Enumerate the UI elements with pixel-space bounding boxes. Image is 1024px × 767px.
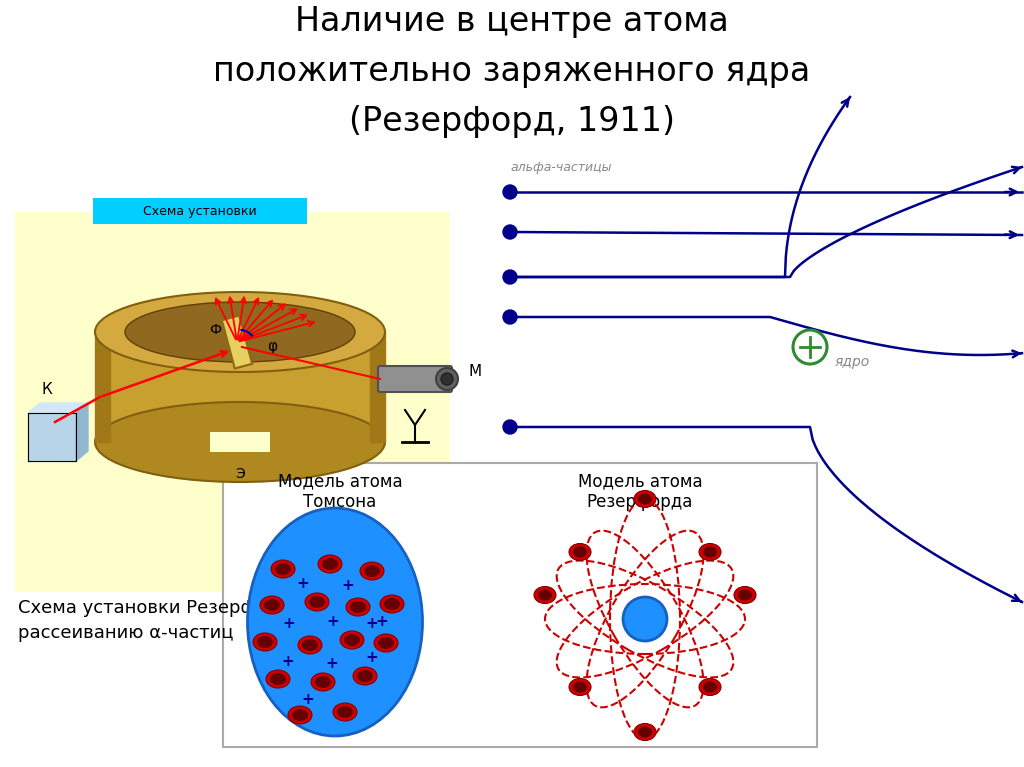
Ellipse shape xyxy=(738,590,752,601)
Circle shape xyxy=(503,225,517,239)
Text: +: + xyxy=(342,578,354,594)
Text: +: + xyxy=(366,650,379,666)
Ellipse shape xyxy=(573,547,587,558)
Ellipse shape xyxy=(275,563,291,575)
Ellipse shape xyxy=(288,706,312,724)
Ellipse shape xyxy=(264,599,280,611)
Text: +: + xyxy=(366,617,379,631)
Ellipse shape xyxy=(374,634,398,652)
Polygon shape xyxy=(28,413,76,461)
Text: +: + xyxy=(376,614,388,630)
Ellipse shape xyxy=(95,402,385,482)
Ellipse shape xyxy=(699,544,721,561)
Ellipse shape xyxy=(699,679,721,696)
Polygon shape xyxy=(76,403,88,461)
Circle shape xyxy=(436,368,458,390)
Ellipse shape xyxy=(638,493,652,505)
Ellipse shape xyxy=(364,565,380,577)
Circle shape xyxy=(503,420,517,434)
Text: альфа-частицы: альфа-частицы xyxy=(510,160,611,173)
Ellipse shape xyxy=(271,560,295,578)
Text: +: + xyxy=(282,654,294,670)
Polygon shape xyxy=(370,332,385,442)
Text: Схема установки Резерфорда по
рассеиванию α-частиц: Схема установки Резерфорда по рассеивани… xyxy=(18,599,331,642)
Ellipse shape xyxy=(384,598,400,610)
Circle shape xyxy=(441,373,453,385)
Ellipse shape xyxy=(305,593,329,611)
Ellipse shape xyxy=(569,544,591,561)
Ellipse shape xyxy=(95,292,385,372)
Ellipse shape xyxy=(318,555,342,573)
Text: Модель атома
Резерфорда: Модель атома Резерфорда xyxy=(578,472,702,511)
FancyBboxPatch shape xyxy=(378,366,452,392)
Ellipse shape xyxy=(292,709,308,721)
Ellipse shape xyxy=(298,636,322,654)
Ellipse shape xyxy=(360,562,384,580)
Ellipse shape xyxy=(638,726,652,738)
Text: φ: φ xyxy=(267,340,278,354)
Polygon shape xyxy=(28,403,88,413)
Polygon shape xyxy=(222,315,252,368)
Ellipse shape xyxy=(378,637,394,649)
Ellipse shape xyxy=(322,558,338,570)
Text: Ф: Ф xyxy=(209,323,221,337)
Ellipse shape xyxy=(538,590,552,601)
Ellipse shape xyxy=(302,639,318,651)
Text: М: М xyxy=(468,364,481,378)
Text: +: + xyxy=(283,617,295,631)
Text: ядро: ядро xyxy=(835,355,870,369)
Ellipse shape xyxy=(346,598,370,616)
Text: Модель атома
Томсона: Модель атома Томсона xyxy=(278,472,402,511)
Ellipse shape xyxy=(573,682,587,693)
Ellipse shape xyxy=(734,587,756,604)
Text: +: + xyxy=(326,656,338,670)
Circle shape xyxy=(503,310,517,324)
Ellipse shape xyxy=(380,595,404,613)
Ellipse shape xyxy=(353,667,377,685)
Text: +: + xyxy=(297,577,309,591)
Polygon shape xyxy=(95,332,110,442)
Ellipse shape xyxy=(534,587,556,604)
Text: Наличие в центре атома
положительно заряженного ядра
(Резерфорд, 1911): Наличие в центре атома положительно заря… xyxy=(213,5,811,138)
Ellipse shape xyxy=(315,676,331,688)
Ellipse shape xyxy=(350,601,366,613)
Circle shape xyxy=(503,185,517,199)
Ellipse shape xyxy=(311,673,335,691)
Ellipse shape xyxy=(270,673,286,685)
Ellipse shape xyxy=(344,634,360,646)
Ellipse shape xyxy=(357,670,373,682)
Ellipse shape xyxy=(253,633,278,651)
Circle shape xyxy=(503,270,517,284)
Ellipse shape xyxy=(309,596,325,608)
Ellipse shape xyxy=(703,547,717,558)
Ellipse shape xyxy=(125,302,355,362)
Bar xyxy=(210,432,270,452)
Ellipse shape xyxy=(266,670,290,688)
Text: +: + xyxy=(302,692,314,706)
Ellipse shape xyxy=(260,596,284,614)
Ellipse shape xyxy=(569,679,591,696)
FancyBboxPatch shape xyxy=(223,463,817,747)
Ellipse shape xyxy=(257,636,273,648)
Text: Э: Э xyxy=(236,467,245,481)
Text: +: + xyxy=(327,614,339,628)
Text: Схема установки: Схема установки xyxy=(143,205,257,218)
Ellipse shape xyxy=(248,508,423,736)
Ellipse shape xyxy=(634,723,656,740)
Ellipse shape xyxy=(337,706,353,718)
Ellipse shape xyxy=(634,491,656,508)
Bar xyxy=(15,212,450,592)
FancyBboxPatch shape xyxy=(93,198,307,224)
FancyBboxPatch shape xyxy=(95,332,385,447)
Ellipse shape xyxy=(333,703,357,721)
Circle shape xyxy=(793,330,827,364)
Ellipse shape xyxy=(703,682,717,693)
Text: К: К xyxy=(42,382,52,397)
Circle shape xyxy=(623,597,667,641)
Ellipse shape xyxy=(340,631,364,649)
